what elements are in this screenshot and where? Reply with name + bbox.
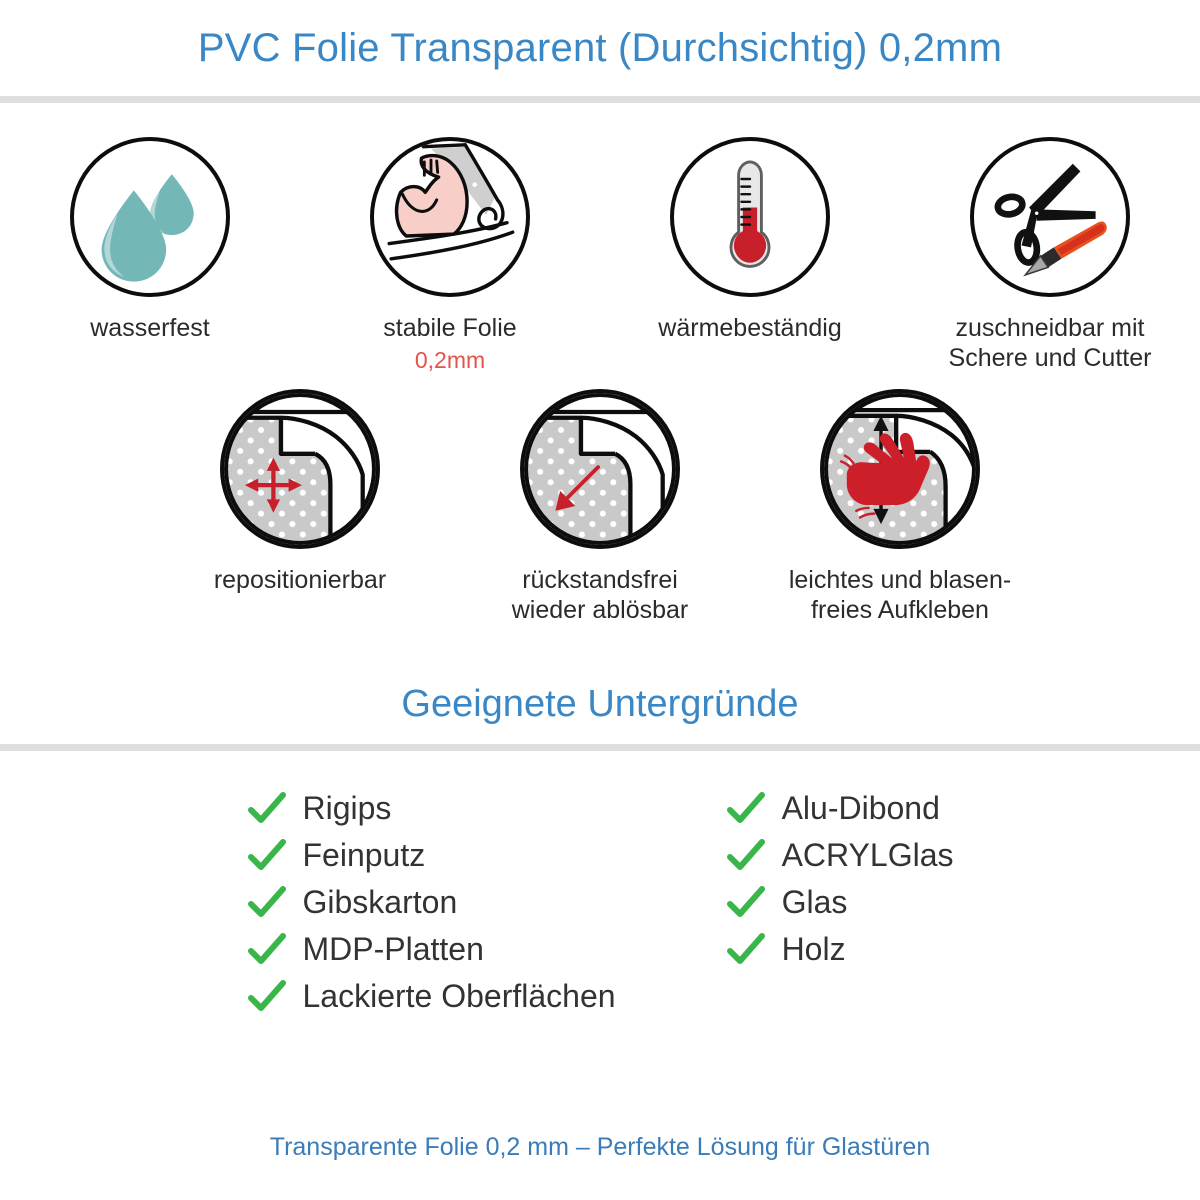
feature-stabile-folie: stabile Folie 0,2mm bbox=[300, 137, 600, 375]
check-icon bbox=[726, 932, 766, 967]
list-item-label: MDP-Platten bbox=[302, 931, 484, 967]
list-item: Holz bbox=[726, 926, 954, 973]
list-item-label: Glas bbox=[781, 884, 848, 920]
substrate-lists: Rigips Feinputz Gibskarton MDP-Platten L… bbox=[0, 751, 1200, 1020]
list-item: Lackierte Oberflächen bbox=[247, 973, 616, 1020]
list-item-label: Lackierte Oberflächen bbox=[302, 978, 616, 1014]
feature-rueckstandsfrei: rückstandsfrei wieder ablösbar bbox=[450, 389, 750, 625]
feature-label: zuschneidbar mit Schere und Cutter bbox=[948, 314, 1152, 372]
substrate-list-left: Rigips Feinputz Gibskarton MDP-Platten L… bbox=[247, 785, 616, 1020]
footer: Transparente Folie 0,2 mm – Perfekte Lös… bbox=[0, 1133, 1200, 1162]
list-item-label: Rigips bbox=[302, 790, 392, 826]
list-item: MDP-Platten bbox=[247, 926, 616, 973]
check-icon bbox=[726, 885, 766, 920]
footer-text: Transparente Folie 0,2 mm – Perfekte Lös… bbox=[269, 1133, 931, 1161]
list-item: ACRYLGlas bbox=[726, 832, 954, 879]
feature-row-2: repositionierbar bbox=[0, 389, 1200, 625]
feature-waermebestaendig: wärmebeständig bbox=[600, 137, 900, 343]
check-icon bbox=[726, 791, 766, 826]
feature-label: rückstandsfrei wieder ablösbar bbox=[511, 566, 689, 624]
page-title: PVC Folie Transparent (Durchsichtig) 0,2… bbox=[197, 25, 1003, 70]
check-icon bbox=[726, 838, 766, 873]
list-item: Gibskarton bbox=[247, 879, 616, 926]
substrate-list-right: Alu-Dibond ACRYLGlas Glas Holz bbox=[726, 785, 954, 1020]
section-header: Geeignete Untergründe bbox=[0, 683, 1200, 726]
feature-thickness-label: 0,2mm bbox=[414, 347, 486, 373]
feature-repositionierbar: repositionierbar bbox=[150, 389, 450, 595]
header-divider bbox=[0, 96, 1200, 103]
section-title: Geeignete Untergründe bbox=[401, 683, 799, 725]
header: PVC Folie Transparent (Durchsichtig) 0,2… bbox=[0, 0, 1200, 96]
peel-corner-move-arrows-icon bbox=[220, 389, 380, 549]
list-item-label: Gibskarton bbox=[302, 884, 458, 920]
list-item: Feinputz bbox=[247, 832, 616, 879]
peel-corner-diagonal-arrow-icon bbox=[520, 389, 680, 549]
list-item-label: Holz bbox=[781, 931, 846, 967]
water-drops-icon bbox=[70, 137, 230, 297]
feature-label: stabile Folie bbox=[383, 314, 517, 342]
feature-blasenfrei: leichtes und blasen- freies Aufkleben bbox=[750, 389, 1050, 625]
feature-grid: wasserfest bbox=[0, 103, 1200, 625]
thermometer-icon bbox=[670, 137, 830, 297]
list-item: Glas bbox=[726, 879, 954, 926]
feature-label: wasserfest bbox=[90, 314, 210, 342]
check-icon bbox=[247, 791, 287, 826]
feature-row-1: wasserfest bbox=[0, 137, 1200, 375]
feature-label: repositionierbar bbox=[213, 566, 387, 594]
list-item-label: Feinputz bbox=[302, 837, 426, 873]
feature-zuschneidbar: zuschneidbar mit Schere und Cutter bbox=[900, 137, 1200, 373]
list-item-label: Alu-Dibond bbox=[781, 790, 940, 826]
feature-label: leichtes und blasen- freies Aufkleben bbox=[788, 566, 1012, 624]
feature-wasserfest: wasserfest bbox=[0, 137, 300, 343]
list-item: Rigips bbox=[247, 785, 616, 832]
flexed-arm-film-icon bbox=[370, 137, 530, 297]
list-item-label: ACRYLGlas bbox=[781, 837, 954, 873]
section-divider bbox=[0, 744, 1200, 751]
check-icon bbox=[247, 979, 287, 1014]
peel-corner-hand-icon bbox=[820, 389, 980, 549]
scissors-cutter-icon bbox=[970, 137, 1130, 297]
feature-label: wärmebeständig bbox=[658, 314, 842, 342]
check-icon bbox=[247, 932, 287, 967]
check-icon bbox=[247, 885, 287, 920]
check-icon bbox=[247, 838, 287, 873]
list-item: Alu-Dibond bbox=[726, 785, 954, 832]
